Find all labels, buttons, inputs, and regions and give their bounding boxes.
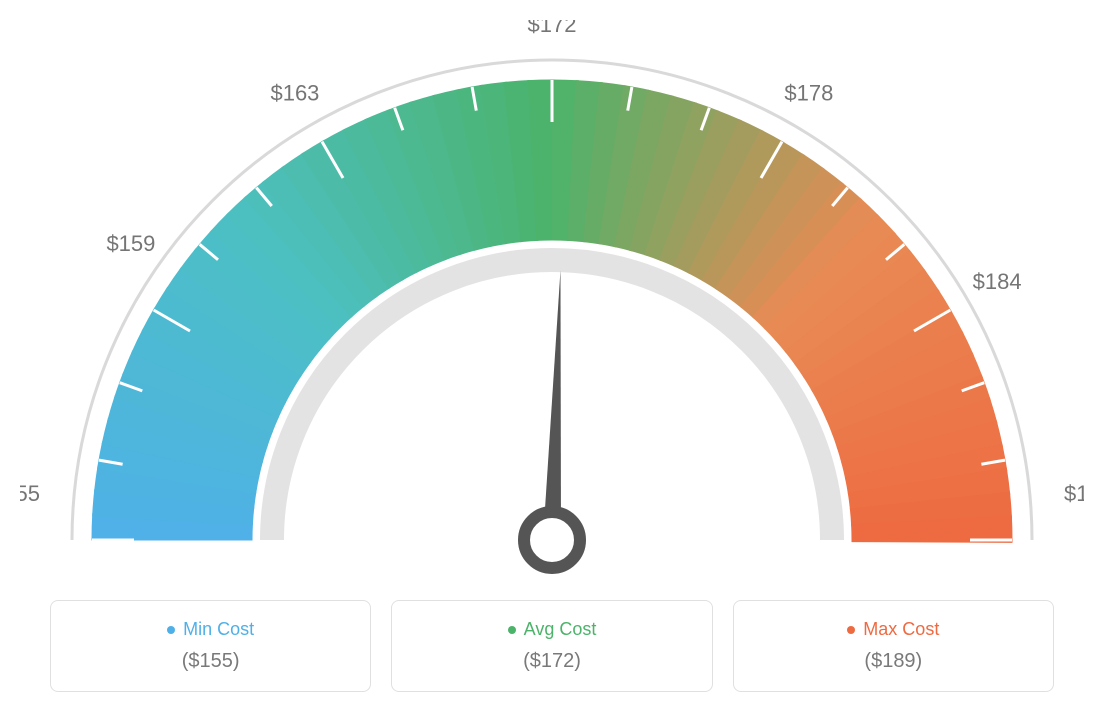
legend-card: Min Cost ($155): [50, 600, 371, 692]
legend-label: Max Cost: [863, 619, 939, 640]
gauge-needle: [543, 270, 561, 540]
gauge-tick-label: $189: [1064, 481, 1084, 506]
legend-card: Max Cost ($189): [733, 600, 1054, 692]
gauge-tick-label: $178: [784, 81, 833, 106]
gauge-tick-label: $172: [528, 20, 577, 37]
gauge-svg: $155 $159 $163 $172 $178 $184 $189: [20, 20, 1084, 580]
gauge-tick-label: $159: [106, 231, 155, 256]
legend-title: Max Cost: [847, 619, 939, 640]
legend-dot-icon: [167, 626, 175, 634]
legend-dot-icon: [508, 626, 516, 634]
legend-label: Min Cost: [183, 619, 254, 640]
legend-card: Avg Cost ($172): [391, 600, 712, 692]
legend-dot-icon: [847, 626, 855, 634]
gauge-tick-label: $163: [270, 81, 319, 106]
gauge-needle-hub: [524, 512, 580, 568]
legend-value: ($189): [754, 650, 1033, 673]
gauge-chart: $155 $159 $163 $172 $178 $184 $189: [20, 20, 1084, 580]
legend-label: Avg Cost: [524, 619, 597, 640]
legend-value: ($155): [71, 650, 350, 673]
legend-title: Avg Cost: [508, 619, 597, 640]
legend-value: ($172): [412, 650, 691, 673]
gauge-tick-label: $184: [973, 269, 1022, 294]
legend-row: Min Cost ($155) Avg Cost ($172) Max Cost ($18…: [20, 600, 1084, 692]
legend-title: Min Cost: [167, 619, 254, 640]
gauge-tick-label: $155: [20, 481, 40, 506]
